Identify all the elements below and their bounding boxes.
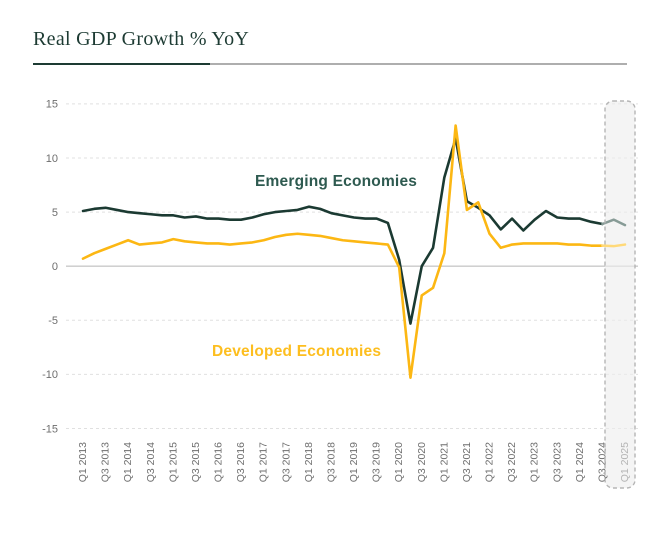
- series-label-emerging: Emerging Economies: [255, 173, 417, 190]
- x-tick-label: Q1 2017: [258, 442, 270, 482]
- y-tick-label: -10: [42, 369, 58, 381]
- x-tick-label: Q3 2023: [551, 442, 563, 482]
- forecast-highlight-border: [604, 100, 636, 489]
- series-forecast-developed: [601, 243, 627, 248]
- y-tick-label: 5: [52, 207, 58, 219]
- forecast-highlight-fill: [605, 101, 635, 488]
- x-tick-label: Q3 2024: [596, 442, 608, 482]
- series-line-developed: [81, 124, 604, 379]
- series-forecast-emerging: [601, 218, 627, 227]
- x-tick-label: Q1 2015: [167, 442, 179, 482]
- x-tick-label: Q3 2013: [100, 442, 112, 482]
- x-tick-label: Q3 2021: [461, 442, 473, 482]
- title-divider-accent: [33, 63, 210, 65]
- x-tick-label: Q1 2018: [303, 442, 315, 482]
- series-line-emerging: [81, 137, 604, 325]
- x-tick-label: Q3 2014: [145, 442, 157, 482]
- y-tick-label: 15: [46, 99, 58, 111]
- x-tick-label: Q3 2018: [325, 442, 337, 482]
- y-tick-label: -5: [48, 315, 58, 327]
- x-tick-label: Q1 2016: [213, 442, 225, 482]
- title-divider: [33, 63, 627, 65]
- x-tick-label: Q3 2017: [280, 442, 292, 482]
- x-tick-label: Q3 2022: [506, 442, 518, 482]
- x-tick-label: Q1 2024: [574, 442, 586, 482]
- x-tick-label: Q1 2022: [484, 442, 496, 482]
- y-tick-label: 10: [46, 153, 58, 165]
- title-divider-rest: [210, 63, 627, 65]
- y-tick-label: 0: [52, 261, 58, 273]
- page-title: Real GDP Growth % YoY: [33, 28, 250, 50]
- x-tick-label: Q1 2020: [393, 442, 405, 482]
- x-tick-label: Q3 2016: [235, 442, 247, 482]
- y-tick-label: -15: [42, 423, 58, 435]
- x-tick-label-forecast: Q1 2025: [619, 442, 631, 482]
- x-tick-label: Q1 2023: [529, 442, 541, 482]
- x-tick-label: Q3 2019: [371, 442, 383, 482]
- x-tick-label: Q1 2014: [122, 442, 134, 482]
- x-tick-label: Q1 2021: [438, 442, 450, 482]
- x-tick-label: Q1 2019: [348, 442, 360, 482]
- x-tick-label: Q3 2015: [190, 442, 202, 482]
- series-label-developed: Developed Economies: [212, 343, 381, 360]
- x-tick-label: Q3 2020: [416, 442, 428, 482]
- x-tick-label: Q1 2013: [77, 442, 89, 482]
